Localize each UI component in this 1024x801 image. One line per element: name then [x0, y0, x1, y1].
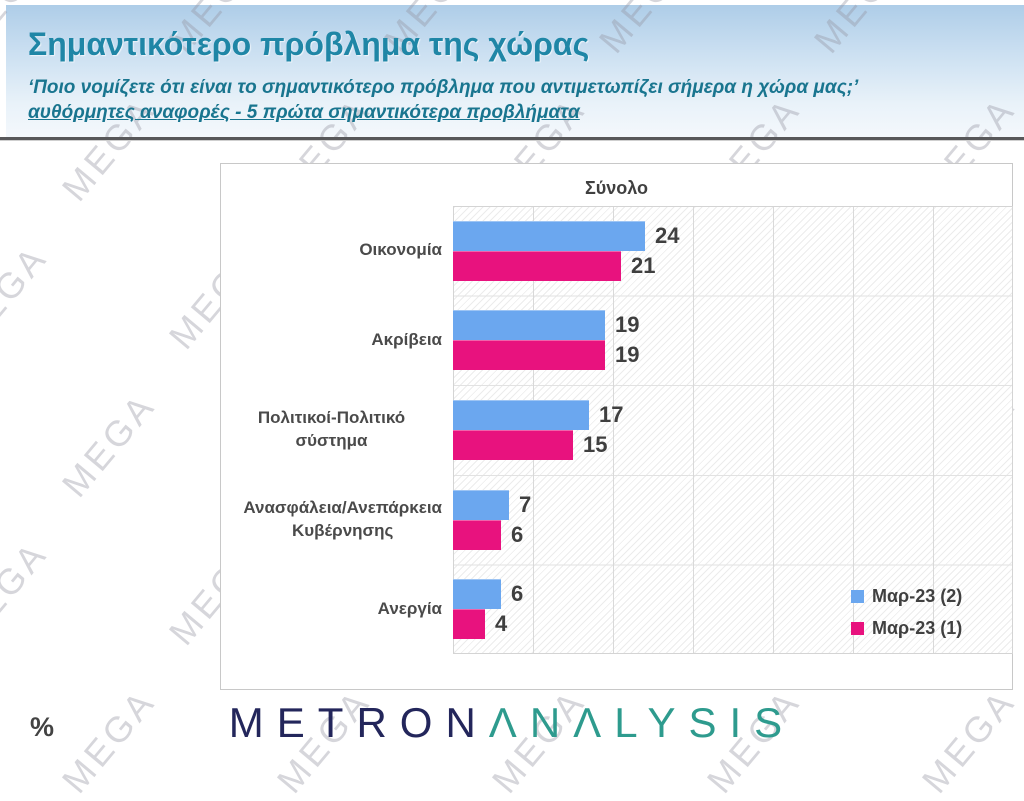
category-label: Ανεργία	[377, 598, 442, 618]
bar-series-mar23-2	[453, 489, 509, 520]
legend-entry-mar23-2: Μαρ-23 (2)	[851, 585, 962, 607]
category-label: Πολιτικοί-Πολιτικό σύστημα	[257, 408, 406, 450]
bar-value-label: 24	[655, 222, 680, 248]
metron-analysis-logo: METRONΛNΛLYSIS	[0, 699, 1024, 747]
legend-entry-mar23-1: Μαρ-23 (1)	[851, 617, 962, 639]
bar-value-label: 6	[511, 581, 524, 607]
percent-unit-label: %	[30, 712, 55, 742]
bar-chart: Σύνολο Μαρ-23 (2) Μαρ-23 (1) Οικονομία 24…	[220, 163, 1013, 690]
bar-line: 4	[453, 609, 1013, 640]
chart-row: Ανασφάλεια/Ανεπάρκεια Κυβέρνησης 7 6	[221, 475, 1013, 565]
legend-swatch-pink	[851, 621, 864, 635]
bar-line: 19	[453, 340, 1013, 371]
category-label: Ανασφάλεια/Ανεπάρκεια Κυβέρνησης	[243, 497, 442, 540]
bar-line: 24	[453, 220, 1013, 251]
bar-line: 15	[453, 429, 1013, 460]
bar-line: 7	[453, 489, 1013, 520]
bar-group: 19 19	[453, 310, 1013, 371]
bar-series-mar23-2	[453, 220, 645, 251]
bar-line: 6	[453, 579, 1013, 610]
logo-metron-text: METRON	[228, 699, 489, 746]
bar-value-label: 21	[631, 252, 656, 278]
chart-title: Σύνολο	[584, 178, 649, 198]
chart-legend: Μαρ-23 (2) Μαρ-23 (1)	[851, 585, 962, 649]
category-label: Οικονομία	[359, 240, 442, 260]
chart-rows: Οικονομία 24 21 Ακρίβεια 19 19 Πολιτικοί-Πολιτ…	[221, 206, 1013, 654]
chart-row: Πολιτικοί-Πολιτικό σύστημα 17 15	[221, 385, 1013, 475]
bar-group: 24 21	[453, 220, 1013, 281]
bar-line: 17	[453, 399, 1013, 430]
bar-series-mar23-2	[453, 579, 501, 610]
header-divider-line	[0, 137, 1024, 141]
bar-value-label: 6	[511, 521, 524, 547]
legend-label: Μαρ-23 (1)	[872, 617, 963, 638]
mega-watermark-text: MEGA	[0, 532, 56, 653]
mega-watermark-text: MEGA	[0, 236, 56, 357]
slide-title: Σημαντικότερο πρόβλημα της χώρας	[28, 26, 590, 62]
bar-value-label: 17	[599, 401, 624, 427]
bar-series-mar23-2	[453, 310, 605, 341]
bar-value-label: 15	[583, 431, 608, 457]
bar-series-mar23-2	[453, 399, 589, 430]
header: Σημαντικότερο πρόβλημα της χώρας ‘Ποιο ν…	[0, 0, 1024, 141]
bar-value-label: 4	[495, 611, 508, 637]
bar-value-label: 19	[615, 312, 640, 338]
slide-subtitle-question: ‘Ποιο νομίζετε ότι είναι το σημαντικότερ…	[28, 77, 859, 98]
legend-label: Μαρ-23 (2)	[872, 585, 963, 606]
bar-line: 19	[453, 310, 1013, 341]
chart-row: Ανεργία 6 4	[221, 564, 1013, 654]
bar-series-mar23-1	[453, 429, 573, 460]
chart-row: Οικονομία 24 21	[221, 206, 1013, 296]
bar-value-label: 19	[615, 342, 640, 368]
mega-watermark-text: MEGA	[53, 384, 164, 505]
bar-series-mar23-1	[453, 609, 485, 640]
logo-analysis-text: ΛNΛLYSIS	[488, 699, 796, 746]
bar-line: 6	[453, 519, 1013, 550]
slide-subtitle-note: αυθόρμητες αναφορές - 5 πρώτα σημαντικότ…	[28, 102, 580, 123]
bar-series-mar23-1	[453, 250, 621, 281]
chart-row: Ακρίβεια 19 19	[221, 296, 1013, 386]
header-gradient-background	[6, 5, 1024, 137]
bar-series-mar23-1	[453, 340, 605, 371]
category-label: Ακρίβεια	[371, 329, 442, 349]
bar-series-mar23-1	[453, 519, 501, 550]
bar-group: 17 15	[453, 399, 1013, 460]
legend-swatch-blue	[851, 589, 864, 603]
bar-line: 21	[453, 250, 1013, 281]
bar-value-label: 7	[519, 491, 532, 517]
